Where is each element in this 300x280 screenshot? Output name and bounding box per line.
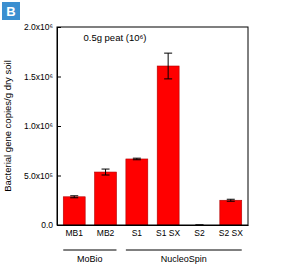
error-cap (133, 159, 141, 160)
error-bar (164, 53, 172, 79)
error-cap (70, 197, 78, 198)
x-tick: S1 SX (156, 225, 180, 238)
chart-title: 0.5g peat (10⁶) (83, 32, 146, 43)
error-cap (70, 195, 78, 196)
error-cap (102, 175, 110, 176)
y-tick-mark (57, 176, 61, 177)
x-axis: MB1 MB2 S1 S1 SX S2 S2 SX (58, 225, 249, 238)
bar (220, 200, 242, 225)
error-bar (133, 158, 141, 160)
error-cap (164, 78, 172, 79)
y-axis-line (58, 28, 62, 226)
y-tick-label: 2.0x10⁶ (24, 22, 53, 32)
bar (63, 197, 85, 225)
panel-label: B (6, 4, 15, 19)
x-tick-label: MB2 (97, 228, 115, 238)
bars (63, 53, 241, 225)
error-cap (102, 169, 110, 170)
error-stem (105, 169, 106, 175)
y-tick: 1.0x10⁶ (24, 121, 61, 131)
group-line (63, 250, 116, 251)
bar (95, 172, 117, 225)
error-stem (168, 53, 169, 79)
x-tick-label: S2 SX (219, 228, 243, 238)
x-tick: S1 (132, 225, 143, 238)
y-axis: 0.0 5.0x10⁵ 1.0x10⁶ 1.5x10⁶ 2.0x10⁶ (24, 22, 61, 230)
y-tick-mark (57, 126, 61, 127)
y-tick: 2.0x10⁶ (24, 22, 61, 32)
bar (126, 159, 148, 225)
x-axis-line (58, 225, 249, 226)
x-tick-label: S1 SX (156, 228, 180, 238)
group-line (126, 250, 242, 251)
y-tick-mark (57, 77, 61, 78)
plot-frame (57, 27, 248, 225)
error-cap (227, 201, 235, 202)
error-bar (70, 196, 78, 198)
y-tick: 5.0x10⁵ (24, 171, 61, 181)
x-tick-label: S2 (194, 228, 205, 238)
panel-badge (2, 2, 20, 20)
group-label: NucleoSpin (161, 254, 207, 264)
error-bar (102, 169, 110, 175)
x-tick: S2 SX (219, 225, 243, 238)
y-tick-label: 1.0x10⁶ (24, 121, 53, 131)
error-bar (227, 199, 235, 201)
error-cap (227, 199, 235, 200)
x-tick: MB1 (65, 225, 83, 238)
y-tick-mark (57, 27, 61, 28)
bar (157, 66, 179, 225)
y-tick-label: 1.5x10⁶ (24, 72, 53, 82)
y-tick: 1.5x10⁶ (24, 72, 61, 82)
y-tick-label: 5.0x10⁵ (24, 171, 53, 181)
y-tick-label: 0.0 (41, 220, 53, 230)
error-cap (133, 158, 141, 159)
x-tick-label: S1 (132, 228, 143, 238)
error-cap (164, 53, 172, 54)
x-tick: S2 (194, 225, 205, 238)
chart: B 0.0 5.0x10⁵ 1.0x10⁶ 1.5x10⁶ 2.0x10⁶ MB1 MB2 S1… (0, 0, 300, 280)
group-label: MoBio (77, 254, 103, 264)
x-tick-label: MB1 (65, 228, 83, 238)
x-tick: MB2 (97, 225, 115, 238)
y-axis-title: Bacterial gene copies/g dry soil (2, 60, 13, 192)
